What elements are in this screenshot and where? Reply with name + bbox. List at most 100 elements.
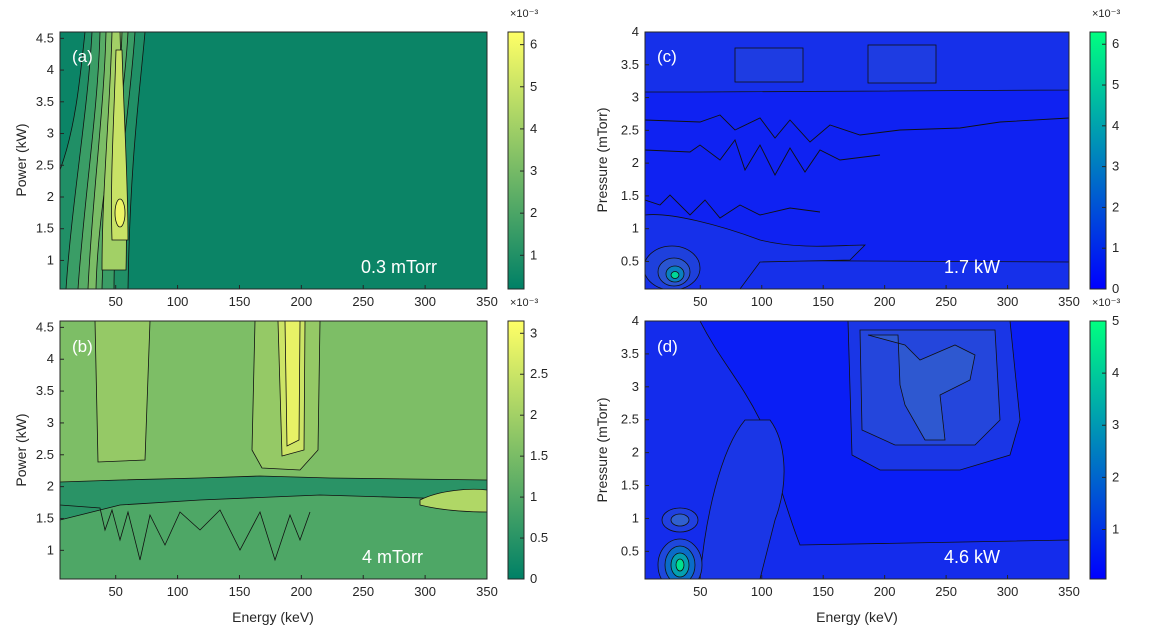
colorbar-tick-label: 0 (530, 571, 537, 586)
y-tick-label: 3.5 (36, 383, 54, 398)
y-tick-label: 4 (632, 313, 639, 328)
contour-left-rise (699, 419, 785, 579)
panel-d: (d) 4.6 kW 50 100 150 200 250 300 350 0.511.52… (594, 297, 1120, 625)
x-tick-label: 250 (352, 584, 374, 599)
panel-annotation-b: 4 mTorr (362, 547, 423, 567)
colorbar-tick-label: 4 (530, 121, 537, 136)
x-tick-label: 350 (1058, 584, 1080, 599)
y-tick-label: 3.5 (621, 57, 639, 72)
y-tick-label: 3 (632, 90, 639, 105)
colorbar-tick-label: 4 (1112, 365, 1119, 380)
y-tick-label: 2.5 (621, 122, 639, 137)
colorbar-tick-label: 2 (530, 205, 537, 220)
colorbar-tick-label: 3 (530, 163, 537, 178)
y-tick-label: 1.5 (36, 510, 54, 525)
y-tick-label: 1 (47, 252, 54, 267)
x-tick-label: 100 (167, 294, 189, 309)
colorbar-b-multiplier: ×10⁻³ (510, 297, 538, 309)
x-tick-label: 250 (352, 294, 374, 309)
colorbar-d-gradient (1089, 320, 1107, 580)
colorbar-tick-label: 1 (1112, 521, 1119, 536)
x-tick-label: 150 (812, 294, 834, 309)
y-tick-label: 2 (47, 189, 54, 204)
colorbar-tick-label: 3 (1112, 417, 1119, 432)
plot-area-b (60, 321, 487, 579)
y-tick-label: 2.5 (621, 412, 639, 427)
x-tick-label: 50 (108, 294, 122, 309)
x-tick-label: 300 (414, 584, 436, 599)
contour-block-right (867, 44, 937, 84)
colorbar-d: 1 2 3 4 5 ×10⁻³ (1089, 297, 1120, 580)
colorbar-tick-label: 5 (1112, 77, 1119, 92)
x-tick-label: 50 (693, 584, 707, 599)
contour-lower-band (60, 494, 487, 579)
x-tick-label: 100 (751, 294, 773, 309)
x-tick-label: 300 (997, 294, 1019, 309)
x-tick-label: 350 (476, 584, 498, 599)
y-tick-label: 1 (632, 510, 639, 525)
y-tick-label: 3.5 (621, 346, 639, 361)
x-tick-label: 200 (874, 294, 896, 309)
contour-peak-4 (675, 558, 685, 572)
colorbar-tick-label: 0.5 (530, 530, 548, 545)
contour-right-spot (419, 488, 487, 513)
x-tick-label: 300 (997, 584, 1019, 599)
y-tick-label: 2.5 (36, 447, 54, 462)
x-tick-label: 50 (693, 294, 707, 309)
colorbar-tick-label: 6 (530, 37, 537, 52)
x-tick-label: 150 (229, 294, 251, 309)
contour-mid-band (94, 321, 151, 463)
y-ticks-a: 1 1.5 2 2.5 3 3.5 4 4.5 (36, 30, 64, 267)
panel-label-a: (a) (72, 47, 93, 66)
x-tick-label: 300 (414, 294, 436, 309)
y-tick-label: 4 (47, 351, 54, 366)
y-tick-label: 4.5 (36, 30, 54, 45)
colorbar-b-gradient (507, 320, 525, 580)
y-tick-label: 3 (47, 126, 54, 141)
x-tick-label: 100 (167, 584, 189, 599)
axes-box-c (644, 31, 1070, 290)
y-tick-label: 0.5 (621, 253, 639, 268)
colorbar-d-multiplier: ×10⁻³ (1092, 297, 1120, 309)
x-tick-label: 200 (874, 584, 896, 599)
panel-a: (a) 0.3 mTorr 50 100 150 200 250 300 350 1 1.5 2… (13, 8, 538, 309)
x-ticks-b: 50 100 150 200 250 300 350 (108, 575, 498, 599)
x-tick-label: 350 (1058, 294, 1080, 309)
panel-annotation-a: 0.3 mTorr (361, 257, 437, 277)
y-tick-label: 4.5 (36, 319, 54, 334)
x-ticks-c: 50 100 150 200 250 300 350 (693, 285, 1080, 309)
y-axis-label-c: Pressure (mTorr) (594, 107, 610, 212)
y-tick-label: 1.5 (36, 221, 54, 236)
contour-noisy-edge (60, 504, 311, 562)
contour-peak-core (284, 321, 301, 447)
x-tick-label: 250 (935, 294, 957, 309)
x-axis-label-b: Energy (keV) (232, 609, 314, 625)
colorbar-tick-label: 1 (530, 489, 537, 504)
y-tick-label: 1 (632, 221, 639, 236)
y-tick-label: 3 (632, 379, 639, 394)
y-tick-label: 1 (47, 542, 54, 557)
contour-noise-band-3 (645, 194, 821, 219)
y-tick-label: 1.5 (621, 478, 639, 493)
y-tick-label: 4 (47, 62, 54, 77)
x-tick-label: 200 (290, 584, 312, 599)
y-ticks-c: 0.5 1 1.5 2 2.5 3 3.5 4 (621, 24, 649, 268)
x-ticks-a: 50 100 150 200 250 300 350 (108, 285, 498, 309)
y-tick-label: 2.5 (36, 157, 54, 172)
x-tick-label: 350 (476, 294, 498, 309)
colorbar-tick-label: 1 (530, 247, 537, 262)
colorbar-tick-label: 5 (530, 79, 537, 94)
colorbar-c-multiplier: ×10⁻³ (1092, 8, 1120, 20)
y-axis-label-a: Power (kW) (13, 123, 29, 196)
contour-plateau-inner (867, 334, 976, 441)
contour-block-left (734, 47, 804, 83)
y-axis-label-b: Power (kW) (13, 413, 29, 486)
axes-box-b (59, 320, 488, 580)
x-tick-label: 50 (108, 584, 122, 599)
contour-noise-band-1 (645, 114, 1069, 143)
colorbar-tick-label: 3 (530, 325, 537, 340)
colorbar-tick-label: 4 (1112, 118, 1119, 133)
y-tick-label: 2 (632, 155, 639, 170)
x-tick-label: 250 (935, 584, 957, 599)
